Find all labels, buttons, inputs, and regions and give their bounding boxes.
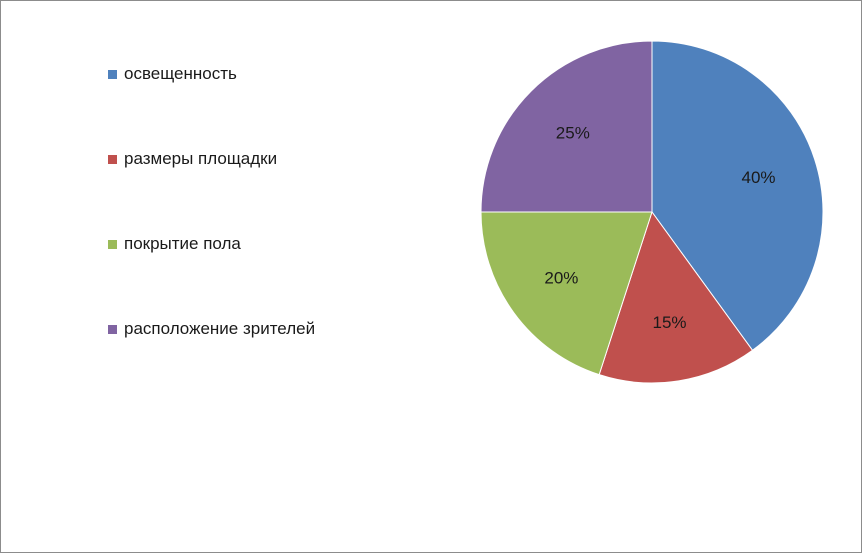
legend-swatch-3 [108,239,117,249]
pie-data-label-4: 25% [556,123,590,142]
legend-item-2: размеры площадки [108,147,277,171]
legend-item-4: расположение зрителей [108,317,315,341]
legend-label-3: покрытие пола [124,234,241,253]
pie-slice-1 [651,40,824,352]
legend-item-1: освещенность [108,62,237,86]
legend-swatch-4 [108,324,117,334]
pie-slice-4 [480,40,653,213]
legend-label-4: расположение зрителей [124,319,316,338]
legend-label-2: размеры площадки [124,149,278,168]
pie-slice-3 [480,211,653,376]
legend-swatch-2 [108,154,117,164]
legend-item-3: покрытие пола [108,232,241,256]
pie-slice-2 [598,210,754,384]
pie-data-label-3: 20% [544,268,578,287]
legend-label-1: освещенность [124,64,237,83]
pie-slices [480,40,824,384]
pie-data-label-1: 40% [742,168,776,187]
legend-swatch-1 [108,69,117,79]
pie-data-labels: 40% 15% 20% 25% [544,123,775,332]
pie-data-label-2: 15% [653,313,687,332]
